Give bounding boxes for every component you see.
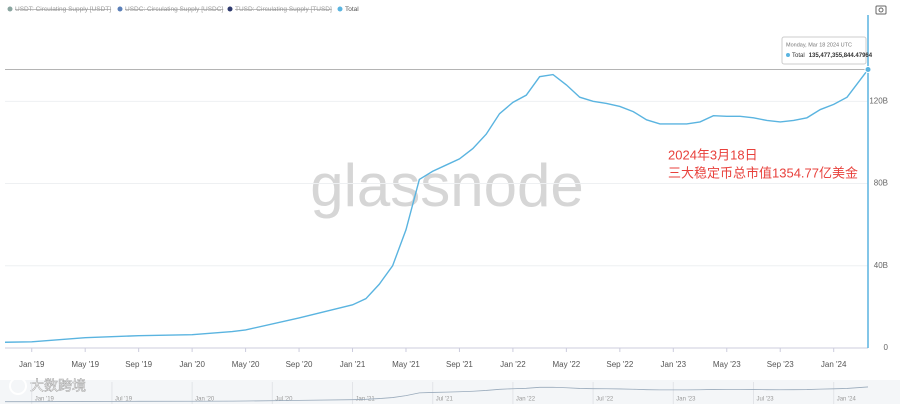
x-tick-label: Jan '23 [661,360,687,369]
navigator-tick-label: Jul '23 [756,397,774,403]
logo-text: 大数跨境 [30,378,86,394]
tooltip-value: 135,477,355,844.47964 [809,53,873,59]
x-tick-label: Sep '20 [286,360,313,369]
legend-entry[interactable]: TUSD: Circulating Supply [TUSD] [235,6,332,13]
legend-marker [7,6,13,12]
tooltip-series: Total [792,53,805,59]
legend-marker [337,6,343,12]
y-tick-label: 40B [874,261,888,270]
x-tick-label: Sep '21 [446,360,473,369]
navigator-tick-label: Jul '19 [115,397,133,403]
logo: 大数跨境 [9,377,86,395]
x-tick-label: May '19 [71,360,99,369]
tooltip-box [781,36,867,65]
camera-icon[interactable] [875,5,887,15]
point-marker [864,66,872,74]
y-tick-label: 120B [869,96,888,105]
y-tick-label: 0 [884,343,889,352]
x-tick-label: Jan '19 [19,360,45,369]
annotation: 2024年3月18日 [668,147,758,162]
tooltip-marker [786,53,790,57]
y-tick-label: 80B [874,179,888,188]
tooltip-title: Monday, Mar 18 2024 UTC [786,42,852,48]
x-tick-label: Jan '20 [179,360,205,369]
x-tick-label: May '21 [392,360,420,369]
legend-entry[interactable]: USDC: Circulating Supply [USDC] [125,6,223,13]
series-line [4,69,869,343]
x-tick-label: Jan '24 [821,360,847,369]
x-tick-label: Sep '23 [767,360,794,369]
navigator-tick-label: Jan '23 [676,397,696,403]
navigator-tick-label: Jan '24 [837,397,857,403]
navigator-tick-label: Jan '20 [195,397,215,403]
navigator-tick-label: Jul '20 [275,397,293,403]
navigator-tick-label: Jul '22 [596,397,614,403]
navigator-tick-label: Jan '19 [35,397,55,403]
watermark: glassnode [310,152,584,219]
x-tick-label: Jan '21 [340,360,366,369]
x-tick-label: May '22 [552,360,580,369]
legend-marker [117,6,123,12]
x-tick-label: Sep '22 [606,360,633,369]
tooltip: Monday, Mar 18 2024 UTC Total 135,477,355,… [781,36,873,65]
x-tick-label: Sep '19 [125,360,152,369]
legend-marker [227,6,233,12]
navigator-line [4,386,869,403]
legend-entry[interactable]: Total [345,6,359,13]
x-tick-label: May '20 [232,360,260,369]
annotation: 三大稳定币总市值1354.77亿美金 [668,165,858,180]
navigator-tick-label: Jul '21 [436,397,454,403]
x-tick-label: Jan '22 [500,360,526,369]
navigator-tick-label: Jan '22 [516,397,536,403]
legend-entry[interactable]: USDT: Circulating Supply [USDT] [15,6,111,13]
x-tick-label: May '23 [713,360,741,369]
